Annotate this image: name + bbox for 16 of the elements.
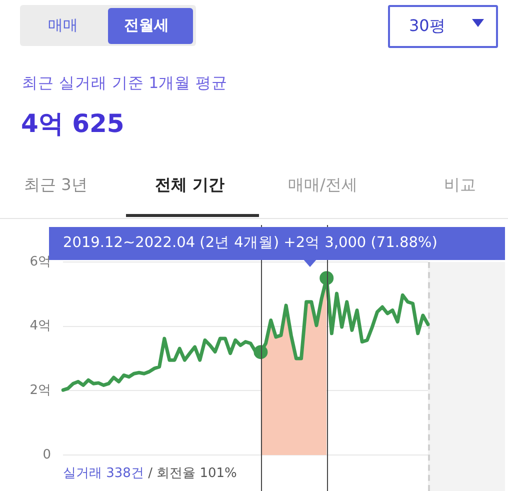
text: 매매/전세 (288, 175, 358, 196)
text: / 회전율 101% (148, 466, 237, 481)
text: 매매 (48, 16, 78, 35)
chart-title: 최근 실거래 기준 1개월 평균 (22, 73, 228, 94)
text: 30평 (409, 16, 446, 37)
y-tick-label: 0 (42, 447, 51, 462)
text: 전체 기간 (155, 175, 225, 196)
y-tick-label: 6억 (30, 254, 51, 270)
chart-subtitle: 4억 625 (21, 108, 124, 140)
y-tick-label: 2억 (30, 383, 51, 398)
y-tick-label: 4억 (30, 318, 51, 334)
text: 비교 (444, 175, 476, 196)
text: 최근 3년 (24, 175, 88, 196)
text: 2019.12~2022.04 (2년 4개월) +2억 3,000 (71.88%) (63, 235, 438, 251)
text: 전월세 (124, 16, 169, 35)
text: 실거래 338건 (63, 466, 144, 481)
